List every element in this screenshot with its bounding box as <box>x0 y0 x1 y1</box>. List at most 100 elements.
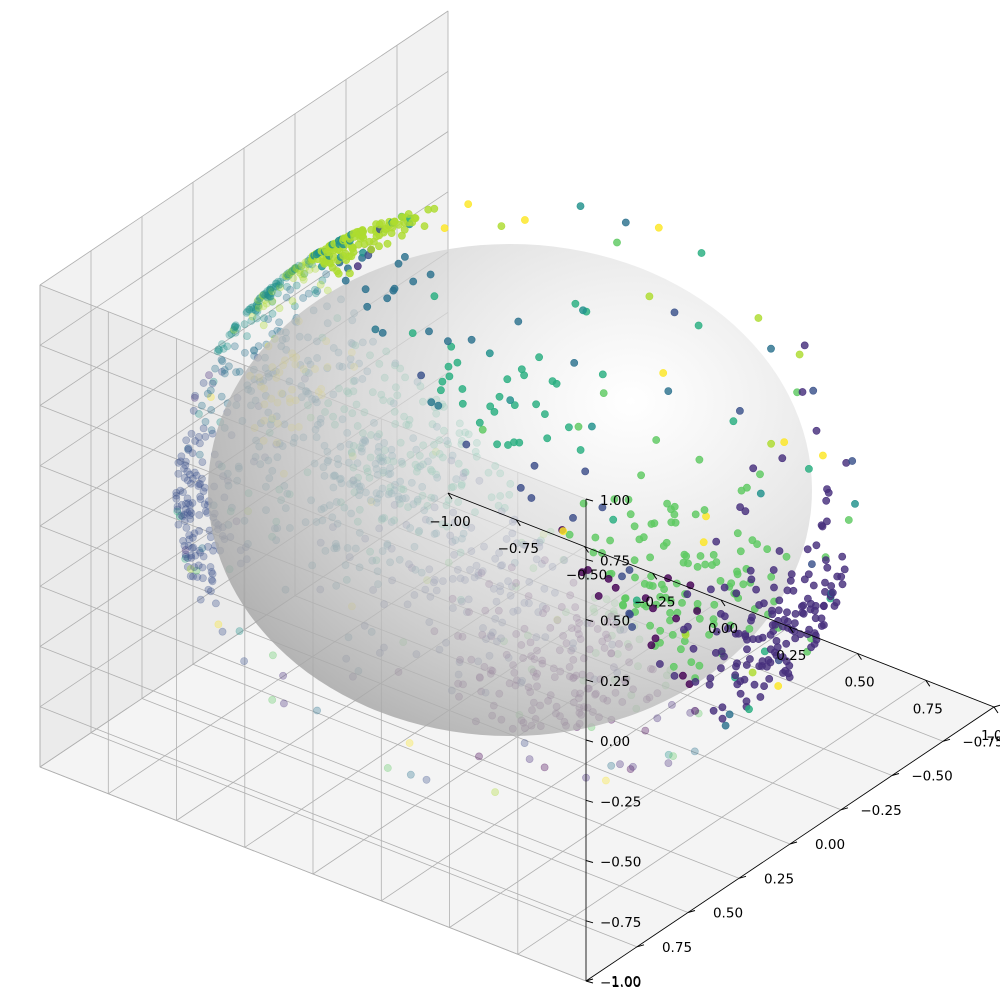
data-point <box>252 301 261 310</box>
data-point <box>717 664 725 672</box>
data-point <box>274 277 283 286</box>
data-point <box>198 544 207 553</box>
data-point <box>188 499 197 507</box>
data-point <box>690 747 699 756</box>
data-point <box>189 572 197 581</box>
data-point <box>196 480 205 488</box>
data-point <box>799 609 808 618</box>
data-point <box>702 512 710 521</box>
data-point <box>272 279 280 288</box>
data-point <box>417 371 425 380</box>
data-point <box>438 377 447 386</box>
data-point <box>748 613 756 621</box>
data-point <box>245 305 254 314</box>
data-point <box>746 655 754 663</box>
tick-labels: −1.00−1.00−1.00−0.75−0.75−0.75−0.50−0.50… <box>429 493 1000 991</box>
data-point <box>196 492 205 501</box>
data-point <box>266 285 275 294</box>
data-point <box>709 706 718 715</box>
data-point <box>805 464 813 473</box>
data-point <box>227 329 236 338</box>
data-point <box>215 346 224 355</box>
data-point <box>725 710 734 719</box>
data-point <box>345 269 354 278</box>
data-point <box>288 267 297 276</box>
data-point <box>183 444 192 453</box>
data-point <box>727 579 736 588</box>
x-tick-mark <box>925 680 931 687</box>
data-point <box>209 377 218 386</box>
data-point <box>218 357 227 366</box>
data-point <box>565 423 573 432</box>
data-point <box>668 701 676 709</box>
data-point <box>268 287 277 296</box>
data-point <box>188 533 197 542</box>
z-tick-mark <box>585 920 594 924</box>
data-point <box>789 586 798 595</box>
data-point <box>604 575 613 583</box>
data-point <box>791 610 800 618</box>
data-point <box>745 625 754 633</box>
data-point <box>282 293 291 302</box>
data-point <box>742 661 751 669</box>
data-point <box>664 387 673 395</box>
data-point <box>535 353 543 362</box>
data-point <box>267 289 276 298</box>
data-point <box>576 446 585 454</box>
data-point <box>268 651 277 660</box>
z-tick-label: 0.25 <box>600 674 630 690</box>
data-point <box>229 326 238 335</box>
data-point <box>230 323 239 332</box>
data-point <box>214 620 223 629</box>
data-point <box>208 379 217 388</box>
data-point <box>260 314 268 322</box>
data-point <box>631 573 639 582</box>
data-point <box>284 271 293 280</box>
data-point <box>230 342 239 351</box>
data-point <box>515 438 524 447</box>
data-point <box>182 524 191 532</box>
data-point <box>180 541 189 550</box>
data-point <box>299 294 307 302</box>
data-point <box>758 633 767 642</box>
data-point <box>823 517 831 526</box>
data-point <box>656 660 664 668</box>
data-point <box>181 550 190 559</box>
data-point <box>195 450 204 459</box>
data-point <box>626 510 635 519</box>
data-point <box>225 331 234 339</box>
data-point <box>318 276 327 285</box>
y-tick-label: 0.25 <box>764 871 794 887</box>
data-point <box>756 693 765 701</box>
data-point <box>199 487 208 496</box>
data-point <box>657 580 666 589</box>
data-point <box>820 601 828 610</box>
data-point <box>641 594 650 602</box>
data-point <box>311 289 320 298</box>
data-point <box>200 483 209 492</box>
data-point <box>208 570 217 578</box>
data-point <box>756 489 765 498</box>
data-point <box>230 322 239 331</box>
data-point <box>695 661 704 670</box>
data-point <box>192 471 201 480</box>
data-point <box>177 452 186 461</box>
data-point <box>689 644 698 653</box>
data-point <box>286 285 295 294</box>
data-point <box>772 637 781 645</box>
data-point <box>775 547 784 555</box>
data-point <box>778 653 787 661</box>
data-point <box>220 369 229 378</box>
data-point <box>233 323 242 332</box>
data-point <box>220 366 229 374</box>
data-point <box>591 533 600 542</box>
data-point <box>543 434 552 443</box>
data-point <box>741 507 750 516</box>
data-point <box>527 494 536 502</box>
data-point <box>260 290 269 299</box>
data-point <box>769 566 778 574</box>
y-tick-mark <box>891 773 900 776</box>
data-point <box>821 578 829 587</box>
data-point <box>378 328 387 337</box>
data-point <box>294 261 303 270</box>
